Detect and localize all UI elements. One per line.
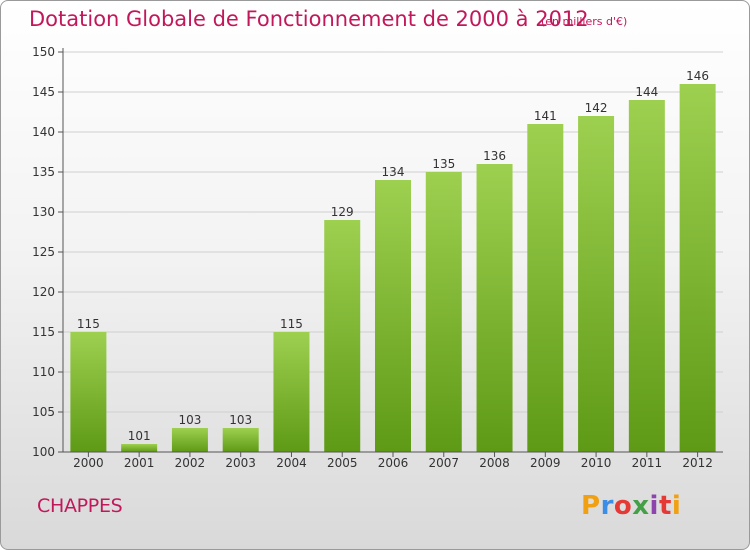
- bar-value-label: 134: [382, 165, 405, 179]
- bar: [578, 116, 615, 452]
- axes: [58, 48, 723, 457]
- bar-value-label: 115: [77, 317, 100, 331]
- bar-value-label: 101: [128, 429, 151, 443]
- x-tick-label: 2007: [428, 456, 459, 470]
- y-tick-label: 145: [32, 85, 55, 99]
- bar: [171, 428, 208, 452]
- x-tick-label: 2003: [225, 456, 256, 470]
- x-tick-label: 2002: [175, 456, 206, 470]
- bar-value-label: 142: [585, 101, 608, 115]
- x-tick-label: 2000: [73, 456, 104, 470]
- x-tick-label: 2004: [276, 456, 307, 470]
- bar: [425, 172, 462, 452]
- bar-value-label: 146: [686, 69, 709, 83]
- bar: [121, 444, 158, 452]
- x-tick-label: 2006: [378, 456, 409, 470]
- x-tick-label: 2012: [682, 456, 713, 470]
- y-tick-label: 135: [32, 165, 55, 179]
- commune-name: CHAPPES: [37, 495, 123, 517]
- bar-value-label: 136: [483, 149, 506, 163]
- chart-title: Dotation Globale de Fonctionnement de 20…: [29, 7, 589, 31]
- bar: [628, 100, 665, 452]
- x-tick-label: 2008: [479, 456, 510, 470]
- y-tick-label: 110: [32, 365, 55, 379]
- bars: [70, 84, 716, 452]
- unit-note: (en milliers d'€): [541, 15, 628, 28]
- y-tick-label: 140: [32, 125, 55, 139]
- bar-value-label: 103: [229, 413, 252, 427]
- bar-value-label: 103: [178, 413, 201, 427]
- bar: [476, 164, 513, 452]
- bar: [527, 124, 564, 452]
- x-tick-label: 2011: [632, 456, 663, 470]
- y-tick-label: 115: [32, 325, 55, 339]
- proxiti-logo[interactable]: Proxiti: [581, 491, 682, 521]
- x-tick-label: 2001: [124, 456, 155, 470]
- y-tick-label: 125: [32, 245, 55, 259]
- bar-value-label: 135: [432, 157, 455, 171]
- y-tick-label: 120: [32, 285, 55, 299]
- y-tick-label: 100: [32, 445, 55, 459]
- bar-value-label: 115: [280, 317, 303, 331]
- y-tick-label: 105: [32, 405, 55, 419]
- x-tick-label: 2010: [581, 456, 612, 470]
- y-tick-label: 130: [32, 205, 55, 219]
- labels: 100 105 110 115 120 125 130 135 140 145 150 115 2000…: [32, 45, 713, 470]
- bar: [375, 180, 411, 452]
- bar-value-label: 144: [635, 85, 658, 99]
- bar: [273, 332, 310, 452]
- bar: [70, 332, 107, 452]
- bar-value-label: 141: [534, 109, 557, 123]
- bar-value-label: 129: [331, 205, 354, 219]
- bar: [324, 220, 361, 452]
- x-tick-label: 2005: [327, 456, 358, 470]
- bar: [222, 428, 259, 452]
- y-tick-label: 150: [32, 45, 55, 59]
- bar: [679, 84, 716, 452]
- x-tick-label: 2009: [530, 456, 561, 470]
